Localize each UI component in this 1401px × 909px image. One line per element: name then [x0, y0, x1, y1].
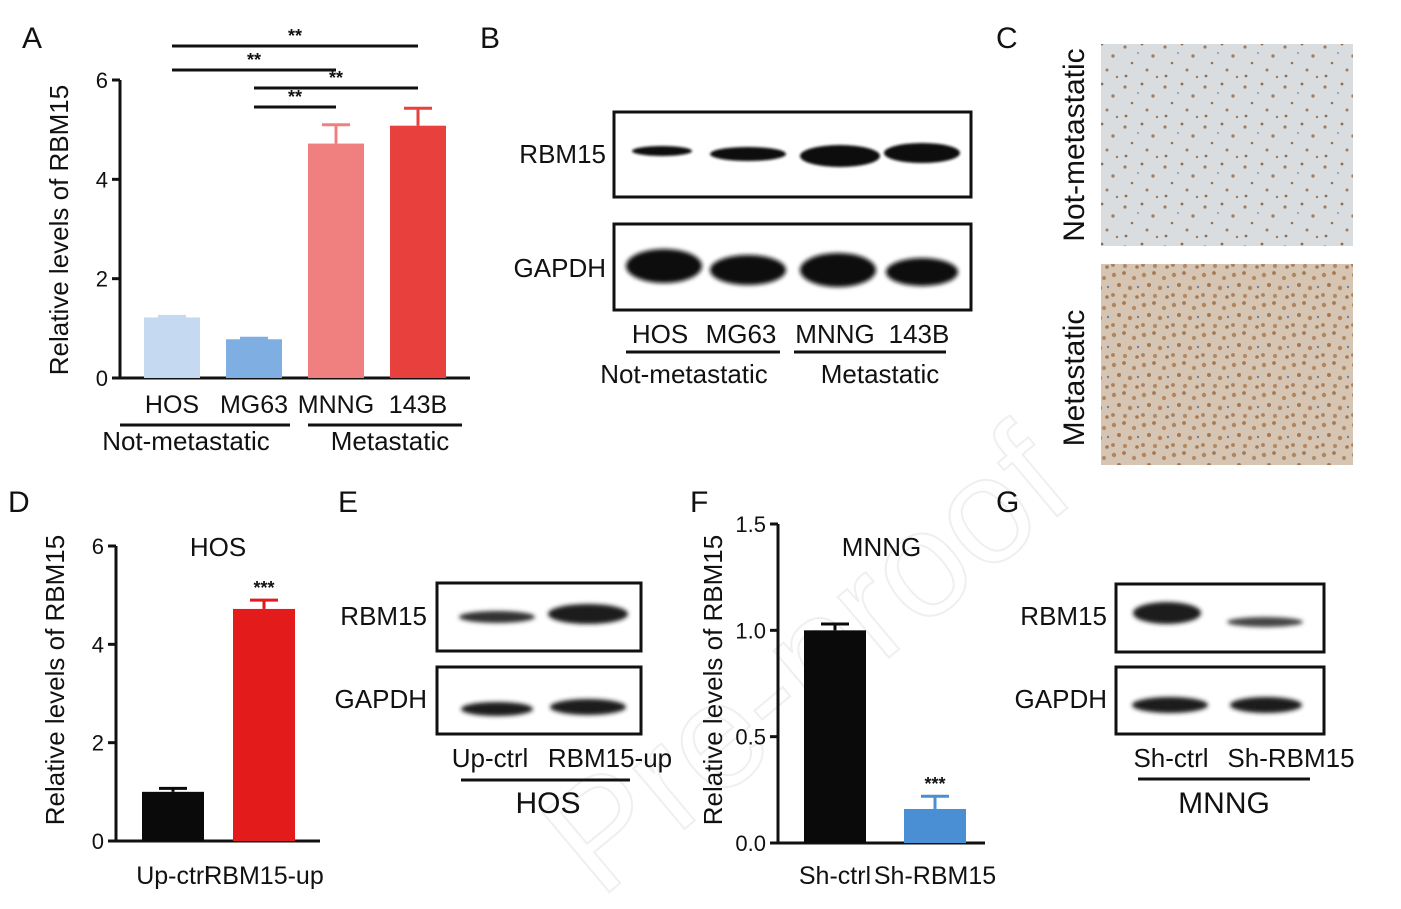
wb-b-band-rbm15-143b	[884, 143, 960, 163]
y-tick-label-a: 4	[96, 167, 108, 192]
wb-e-lane-rbm15up: RBM15-up	[548, 743, 672, 773]
wb-g-row-gapdh: GAPDH	[1015, 684, 1107, 714]
bar-d-1	[233, 608, 295, 841]
y-tick-label-a: 2	[96, 267, 108, 292]
wb-g-group-mnng: MNNG	[1178, 787, 1270, 820]
panel-label-g: G	[996, 486, 1019, 519]
wb-g-lane-shctrl: Sh-ctrl	[1133, 743, 1208, 773]
y-tick-label-a: 0	[96, 366, 108, 391]
wb-g-band-rbm15-shctrl	[1133, 602, 1201, 624]
y-tick-label-f: 0.0	[735, 831, 766, 856]
category-label-f-1: Sh-RBM15	[874, 862, 996, 890]
y-tick-label-f: 1.0	[735, 618, 766, 643]
wb-b-group-metastatic: Metastatic	[821, 359, 940, 389]
bar-f-1	[904, 808, 966, 843]
significance-f-1: ***	[924, 774, 945, 794]
bar-a-0	[144, 317, 200, 378]
panel-label-a: A	[22, 22, 42, 55]
wb-b-band-gapdh-mnng	[800, 253, 876, 287]
wb-e-row-rbm15: RBM15	[340, 601, 427, 631]
wb-b-band-rbm15-hos	[632, 146, 692, 156]
group-label-not-metastatic-a: Not-metastatic	[102, 426, 270, 456]
wb-g-band-gapdh-shctrl	[1132, 697, 1208, 713]
category-label-a-0: HOS	[145, 391, 199, 419]
panel-label-d: D	[8, 486, 30, 519]
wb-b-row-gapdh: GAPDH	[514, 253, 606, 283]
y-tick-label-f: 1.5	[735, 512, 766, 537]
wb-e-box-gapdh	[435, 665, 643, 736]
wb-b-lane-143b: 143B	[889, 319, 950, 349]
wb-b-band-rbm15-mg63	[710, 147, 786, 161]
chart-title-d: HOS	[190, 532, 246, 562]
wb-b-lane-mnng: MNNG	[795, 319, 874, 349]
histology-label-not-metastatic: Not-metastatic	[1058, 48, 1091, 241]
histology-c: Not-metastatic Metastatic	[1058, 44, 1353, 465]
bar-chart-a: 0 2 4 6 Relative levels of RBM15 HOS MG63 MNNG 1…	[44, 26, 470, 419]
y-axis-label-f: Relative levels of RBM15	[698, 535, 728, 825]
wb-e-group-hos: HOS	[515, 787, 580, 820]
wb-g-band-gapdh-shrbm15	[1230, 697, 1302, 713]
wb-g-band-rbm15-shrbm15	[1227, 617, 1303, 627]
panel-label-b: B	[480, 22, 500, 55]
bar-a-1	[226, 339, 282, 378]
wb-e-band-rbm15-upctrl	[459, 611, 535, 623]
histology-label-metastatic: Metastatic	[1058, 310, 1091, 447]
y-tick-label-d: 2	[92, 731, 104, 756]
wb-e-band-gapdh-rbm15up	[550, 699, 626, 715]
bar-chart-d: 0 2 4 6 Relative levels of RBM15 HOS Up-ctrl **…	[40, 532, 324, 890]
wb-b-group-not-metastatic: Not-metastatic	[600, 359, 768, 389]
category-label-a-3: 143B	[389, 391, 447, 419]
western-blot-e: RBM15 GAPDH Up-ctrl RBM15-up HOS	[335, 581, 672, 820]
western-blot-b: RBM15 GAPDH HOS MG63 MNNG 143B Not-metas…	[514, 110, 973, 389]
significance-label-a-3: **	[288, 87, 302, 107]
y-axis-label-d: Relative levels of RBM15	[40, 535, 70, 825]
wb-e-band-rbm15-rbm15up	[548, 604, 628, 624]
category-label-f-0: Sh-ctrl	[799, 862, 871, 890]
wb-e-band-gapdh-upctrl	[461, 702, 533, 716]
bar-f-0	[804, 630, 866, 843]
significance-label-a-1: **	[247, 50, 261, 70]
group-label-metastatic-a: Metastatic	[331, 426, 450, 456]
bar-d-0	[142, 791, 204, 841]
histology-not-metastatic-image	[1101, 44, 1353, 246]
wb-e-row-gapdh: GAPDH	[335, 684, 427, 714]
western-blot-g: RBM15 GAPDH Sh-ctrl Sh-RBM15 MNNG	[1015, 582, 1355, 820]
category-label-d-0: Up-ctrl	[136, 862, 210, 890]
significance-label-a-2: **	[329, 68, 343, 88]
y-axis-label-a: Relative levels of RBM15	[44, 85, 74, 375]
bar-a-2	[308, 143, 364, 378]
y-tick-label-d: 0	[92, 829, 104, 854]
category-label-a-2: MNNG	[298, 391, 374, 419]
panel-label-f: F	[690, 486, 708, 519]
significance-label-a-0: **	[288, 26, 302, 46]
wb-e-lane-upctrl: Up-ctrl	[452, 743, 529, 773]
wb-b-lane-mg63: MG63	[706, 319, 777, 349]
significance-d-1: ***	[253, 578, 274, 598]
wb-b-band-gapdh-143b	[886, 258, 958, 286]
wb-b-band-gapdh-mg63	[710, 255, 786, 285]
y-tick-label-f: 0.5	[735, 725, 766, 750]
panel-label-c: C	[996, 22, 1018, 55]
chart-title-f: MNNG	[842, 532, 921, 562]
y-tick-label-d: 6	[92, 534, 104, 559]
wb-g-row-rbm15: RBM15	[1020, 601, 1107, 631]
y-tick-label-d: 4	[92, 632, 104, 657]
histology-metastatic-image	[1101, 264, 1353, 465]
wb-g-lane-shrbm15: Sh-RBM15	[1227, 743, 1354, 773]
bar-chart-f: 0.0 0.5 1.0 1.5 Relative levels of RBM15 MNNG…	[698, 512, 996, 890]
y-tick-label-a: 6	[96, 68, 108, 93]
bar-a-3	[390, 125, 446, 379]
wb-b-band-rbm15-mnng	[800, 145, 880, 167]
wb-b-band-gapdh-hos	[626, 249, 702, 283]
wb-b-row-rbm15: RBM15	[519, 139, 606, 169]
category-label-a-1: MG63	[220, 391, 288, 419]
wb-b-lane-hos: HOS	[632, 319, 688, 349]
category-label-d-1: RBM15-up	[204, 862, 324, 890]
panel-label-e: E	[338, 486, 358, 519]
